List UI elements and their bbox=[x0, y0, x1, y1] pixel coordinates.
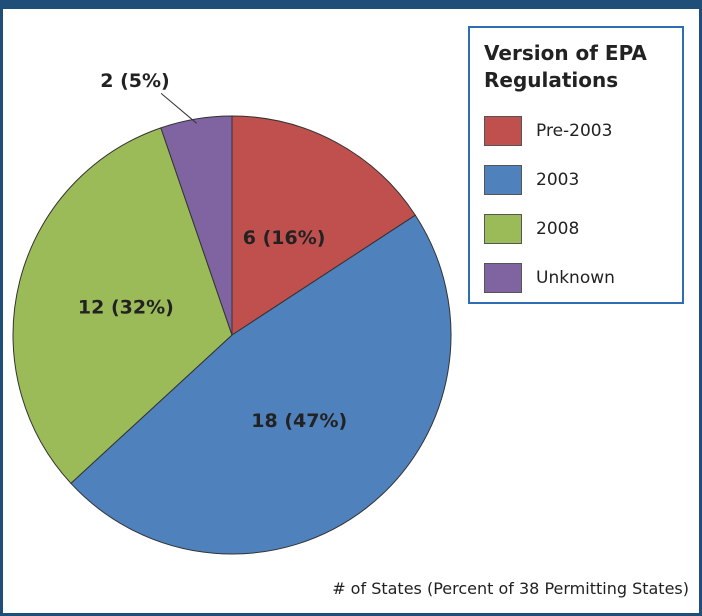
data-label: 18 (47%) bbox=[251, 410, 347, 432]
legend-swatch bbox=[484, 164, 522, 195]
legend-item: 2003 bbox=[484, 155, 668, 204]
legend-items: Pre-2003 2003 2008 Unknown bbox=[484, 106, 668, 302]
pie-slice bbox=[70, 214, 452, 555]
pie-slice bbox=[12, 127, 233, 485]
legend-swatch bbox=[484, 115, 522, 146]
legend: Version of EPA Regulations Pre-2003 2003 2… bbox=[468, 26, 684, 304]
pie-area: 6 (16%) 18 (47%) 12 (32%) 2 (5%) bbox=[12, 70, 452, 555]
legend-label: Pre-2003 bbox=[536, 120, 613, 141]
legend-label: Unknown bbox=[536, 267, 615, 288]
legend-item: 2008 bbox=[484, 204, 668, 253]
leader-line bbox=[160, 92, 197, 124]
data-label: 12 (32%) bbox=[78, 297, 174, 319]
legend-item: Pre-2003 bbox=[484, 106, 668, 155]
footnote: # of States (Percent of 38 Permitting St… bbox=[332, 579, 689, 598]
pie-slice bbox=[160, 115, 233, 336]
data-label: 2 (5%) bbox=[100, 70, 169, 92]
legend-swatch bbox=[484, 262, 522, 293]
legend-title: Version of EPA Regulations bbox=[484, 41, 647, 92]
pie-slice bbox=[231, 115, 417, 336]
legend-swatch bbox=[484, 213, 522, 244]
legend-item: Unknown bbox=[484, 253, 668, 302]
legend-label: 2003 bbox=[536, 169, 580, 190]
data-label: 6 (16%) bbox=[243, 227, 326, 249]
legend-label: 2008 bbox=[536, 218, 580, 239]
